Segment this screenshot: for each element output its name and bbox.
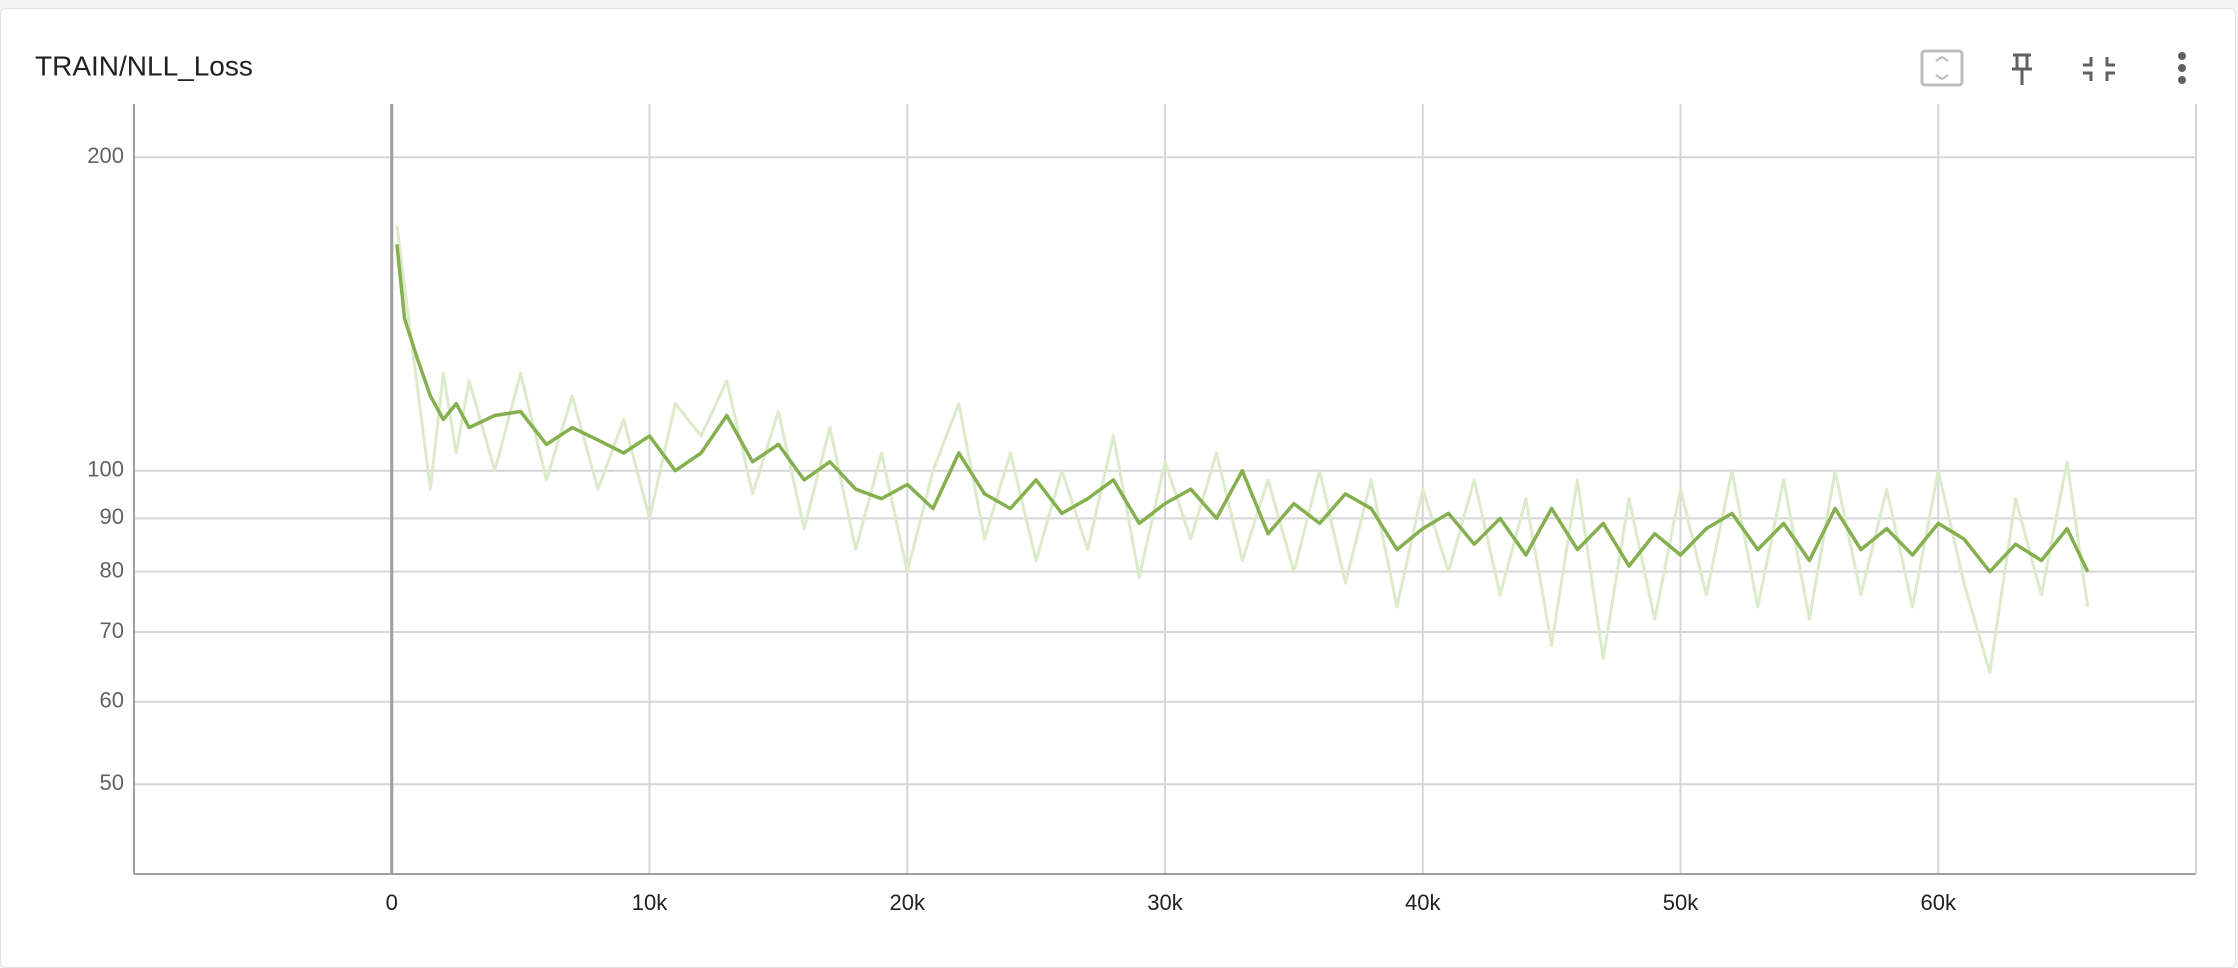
raw-line: [395, 225, 2090, 675]
y-tick-label: 50: [100, 770, 124, 795]
y-tick-label: 90: [100, 504, 124, 529]
y-tick-label: 200: [87, 143, 124, 168]
card: TRAIN/NLL_Loss 50 60 70 80 90 100 200 0 10k 20k 30…: [0, 8, 2236, 968]
pin-button[interactable]: [2012, 53, 2032, 85]
y-tick-label: 70: [100, 618, 124, 643]
x-tick-label: 10k: [632, 890, 668, 915]
chart-title: TRAIN/NLL_Loss: [35, 50, 253, 81]
fit-domain-button[interactable]: [1920, 49, 1964, 87]
y-tick-label: 100: [87, 457, 124, 482]
x-tick-label: 50k: [1663, 890, 1699, 915]
smoothed-line: [395, 244, 2090, 574]
y-tick-label: 80: [100, 557, 124, 582]
x-tick-label: 20k: [890, 890, 926, 915]
chart: TRAIN/NLL_Loss 50 60 70 80 90 100 200 0 10k 20k 30…: [35, 49, 2197, 915]
x-tick-label: 40k: [1405, 890, 1441, 915]
toolbar: [1920, 49, 2186, 87]
collapse-button[interactable]: [2083, 57, 2115, 81]
x-tick-label: 0: [386, 890, 398, 915]
x-tick-label: 60k: [1921, 890, 1957, 915]
x-tick-label: 30k: [1147, 890, 1183, 915]
more-button[interactable]: [2178, 52, 2186, 84]
y-tick-label: 60: [100, 688, 124, 713]
